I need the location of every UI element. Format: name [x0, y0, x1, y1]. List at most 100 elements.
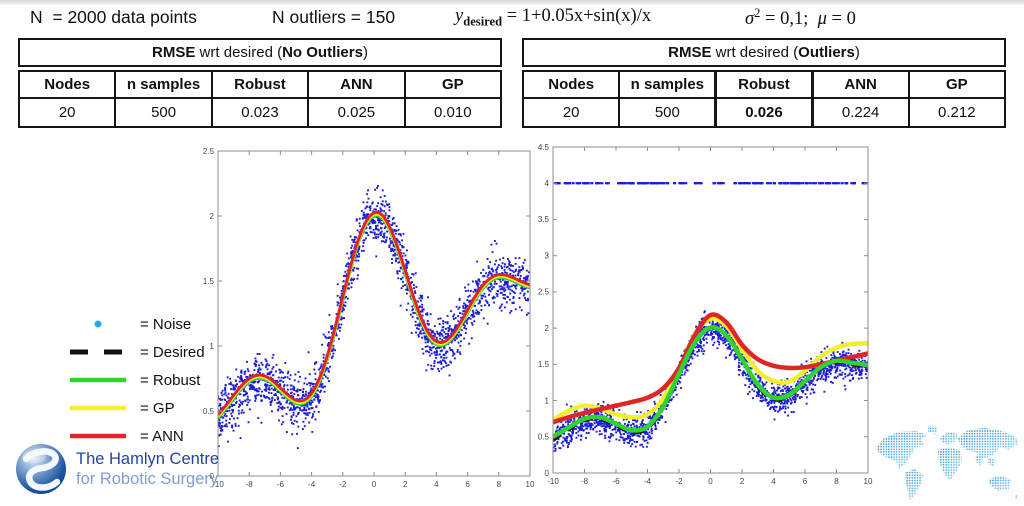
legend-swatch-dot-icon — [94, 320, 102, 328]
hamlyn-centre-logo: The Hamlyn Centre for Robotic Surgery — [14, 442, 219, 496]
curve-robust — [553, 324, 868, 439]
table-cell: 0.010 — [403, 97, 503, 128]
x-tick-label: -10 — [212, 480, 224, 489]
curve-gp — [218, 212, 530, 418]
table-header-cell: n samples — [618, 70, 717, 99]
x-tick-label: 2 — [403, 480, 408, 489]
table-header-cell: GP — [403, 70, 503, 99]
logo-line2: for Robotic Surgery — [76, 470, 219, 488]
rmse-table-outliers: RMSE wrt desired (Outliers) Nodes n sample… — [521, 38, 1007, 128]
table-header-cell: Nodes — [17, 70, 117, 99]
y-tick-label: 2.5 — [538, 288, 550, 297]
y-tick-label: 0 — [545, 469, 550, 478]
x-tick-label: 4 — [771, 477, 776, 486]
x-tick-label: 8 — [497, 480, 502, 489]
desired-function-formula: ydesired = 1+0.05x+sin(x)/x — [455, 6, 652, 29]
world-map-graphic — [876, 426, 1019, 501]
table-cell: 500 — [114, 97, 213, 128]
slide-top-edge — [0, 0, 1024, 5]
table-header-cell: Robust — [714, 70, 814, 99]
table-header-cell: ANN — [307, 70, 406, 99]
table-cell: 20 — [17, 97, 117, 128]
table-header-cell: GP — [907, 70, 1007, 99]
table-cell: 0.026 — [714, 97, 814, 128]
x-tick-label: -10 — [547, 477, 559, 486]
y-tick-label: 1.5 — [538, 360, 550, 369]
y-tick-label: 2 — [545, 324, 550, 333]
rmse-table-grid: Nodes n samples Robust ANN GP 20 500 0.023 0.025… — [17, 70, 503, 128]
table-header-cell: Robust — [210, 70, 310, 99]
x-tick-label: 10 — [864, 477, 873, 486]
plot-area — [553, 182, 868, 453]
x-tick-label: -2 — [339, 480, 347, 489]
y-tick-label: 1 — [210, 342, 215, 351]
x-tick-label: -6 — [612, 477, 620, 486]
y-tick-label: 3.5 — [538, 215, 550, 224]
x-tick-label: -8 — [581, 477, 589, 486]
table-cell: 0.023 — [210, 97, 310, 128]
table-row: 20 500 0.026 0.224 0.212 — [521, 97, 1007, 128]
table-header-cell: Nodes — [521, 70, 621, 99]
x-tick-label: 2 — [740, 477, 745, 486]
table-cell: 0.224 — [811, 97, 910, 128]
table-row: 20 500 0.023 0.025 0.010 — [17, 97, 503, 128]
y-tick-label: 0.5 — [203, 407, 215, 416]
y-tick-label: 4 — [545, 179, 550, 188]
table-header-cell: ANN — [811, 70, 910, 99]
table-cell: 0.212 — [907, 97, 1007, 128]
curve-desired — [218, 214, 530, 419]
legend-label: = Noise — [140, 315, 192, 333]
legend-item: = Noise — [68, 310, 205, 338]
legend-label: = Desired — [140, 343, 205, 361]
rmse-table-title: RMSE wrt desired (Outliers) — [522, 38, 1006, 67]
curve-robust — [218, 214, 530, 419]
table-cell: 500 — [618, 97, 717, 128]
y-tick-label: 1 — [545, 396, 550, 405]
x-tick-label: 6 — [803, 477, 808, 486]
x-tick-label: -6 — [277, 480, 285, 489]
rmse-table-grid: Nodes n samples Robust ANN GP 20 500 0.026 0.224… — [521, 70, 1007, 128]
plot-outliers: -10 -8 -6 -4 -2 0 2 4 6 8 10 0 0.5 1 1.5 2 2.5 3 3.5 4 4.5 — [538, 143, 873, 486]
plot-area — [218, 185, 530, 450]
rmse-table-no-outliers: RMSE wrt desired (No Outliers) Nodes n sam… — [17, 38, 503, 128]
legend-label: = Robust — [140, 371, 201, 389]
x-tick-label: 4 — [434, 480, 439, 489]
x-tick-label: -4 — [308, 480, 316, 489]
legend-swatch-line-icon — [70, 377, 126, 383]
legend-item: = GP — [68, 394, 205, 422]
n-outliers-label: N outliers = 150 — [272, 7, 396, 27]
legend-swatch-line-icon — [70, 433, 126, 439]
n-points-label: N = 2000 data points — [30, 7, 197, 27]
table-cell: 0.025 — [307, 97, 406, 128]
x-tick-label: 6 — [465, 480, 470, 489]
rmse-table-title: RMSE wrt desired (No Outliers) — [18, 38, 502, 67]
legend-swatch-line-icon — [70, 405, 126, 411]
table-cell: 20 — [521, 97, 621, 128]
y-tick-label: 0 — [210, 472, 215, 481]
legend-item: = Robust — [68, 366, 205, 394]
plot-no-outliers: -10 -8 -6 -4 -2 0 2 4 6 8 10 0 0.5 1 1.5 2 2.5 — [203, 147, 535, 489]
curve-ann — [218, 210, 530, 416]
x-tick-label: 0 — [372, 480, 377, 489]
curve-ann — [553, 312, 868, 425]
legend-swatch-dashed-icon — [70, 349, 126, 355]
legend-label: = ANN — [140, 427, 184, 445]
legend-label: = GP — [140, 399, 175, 417]
legend-item: = ANN — [68, 422, 205, 450]
logo-text: The Hamlyn Centre for Robotic Surgery — [76, 449, 219, 489]
x-tick-label: 10 — [526, 480, 535, 489]
noise-parameters-formula: σ2 = 0,1; μ = 0 — [745, 6, 856, 30]
hamlyn-sphere-icon — [16, 444, 66, 494]
x-tick-label: 0 — [708, 477, 713, 486]
y-tick-label: 1.5 — [203, 277, 215, 286]
legend: = Noise = Desired = Robust = GP = ANN — [68, 310, 205, 450]
table-header-cell: n samples — [114, 70, 213, 99]
legend-item: = Desired — [68, 338, 205, 366]
logo-line1: The Hamlyn Centre — [76, 450, 220, 468]
y-tick-label: 2.5 — [203, 147, 215, 156]
x-tick-label: -4 — [644, 477, 652, 486]
y-tick-label: 0.5 — [538, 433, 550, 442]
y-tick-label: 4.5 — [538, 143, 550, 152]
y-tick-label: 3 — [545, 251, 550, 260]
x-tick-label: -2 — [675, 477, 683, 486]
